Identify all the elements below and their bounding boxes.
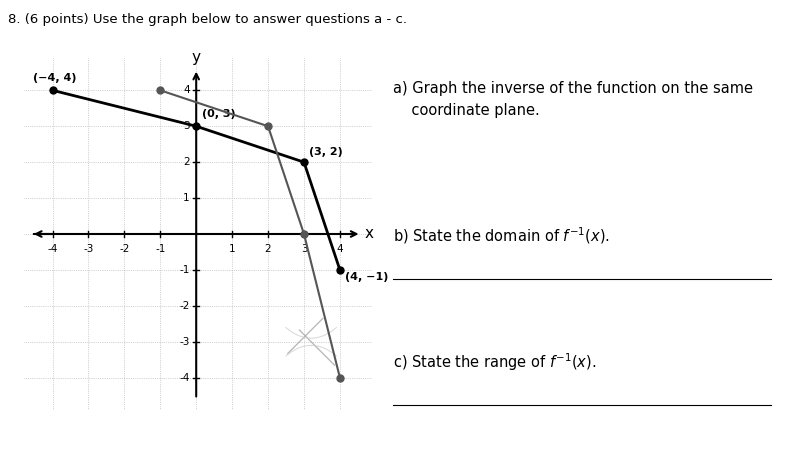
Text: (0, 3): (0, 3)	[202, 109, 235, 119]
Text: 1: 1	[229, 244, 235, 254]
Text: -4: -4	[48, 244, 58, 254]
Text: (3, 2): (3, 2)	[310, 147, 343, 157]
Text: -3: -3	[179, 337, 190, 347]
Text: -2: -2	[179, 301, 190, 311]
Text: -1: -1	[155, 244, 166, 254]
Text: (4, −1): (4, −1)	[345, 273, 389, 283]
Text: a) Graph the inverse of the function on the same
    coordinate plane.: a) Graph the inverse of the function on …	[393, 81, 753, 118]
Text: 3: 3	[301, 244, 307, 254]
Text: 3: 3	[183, 121, 190, 131]
Text: 2: 2	[183, 157, 190, 167]
Text: b) State the domain of $f^{-1}(x)$.: b) State the domain of $f^{-1}(x)$.	[393, 225, 610, 246]
Text: y: y	[192, 50, 200, 65]
Text: -4: -4	[179, 373, 190, 382]
Text: c) State the range of $f^{-1}(x)$.: c) State the range of $f^{-1}(x)$.	[393, 351, 596, 373]
Text: 1: 1	[183, 193, 190, 203]
Text: -1: -1	[179, 265, 190, 275]
Text: x: x	[365, 226, 374, 242]
Text: 4: 4	[183, 86, 190, 95]
Text: 2: 2	[265, 244, 272, 254]
Text: 4: 4	[337, 244, 343, 254]
Text: -2: -2	[119, 244, 130, 254]
Text: -3: -3	[83, 244, 93, 254]
Text: 8. (6 points) Use the graph below to answer questions a - c.: 8. (6 points) Use the graph below to ans…	[8, 14, 407, 27]
Text: (−4, 4): (−4, 4)	[32, 73, 76, 83]
